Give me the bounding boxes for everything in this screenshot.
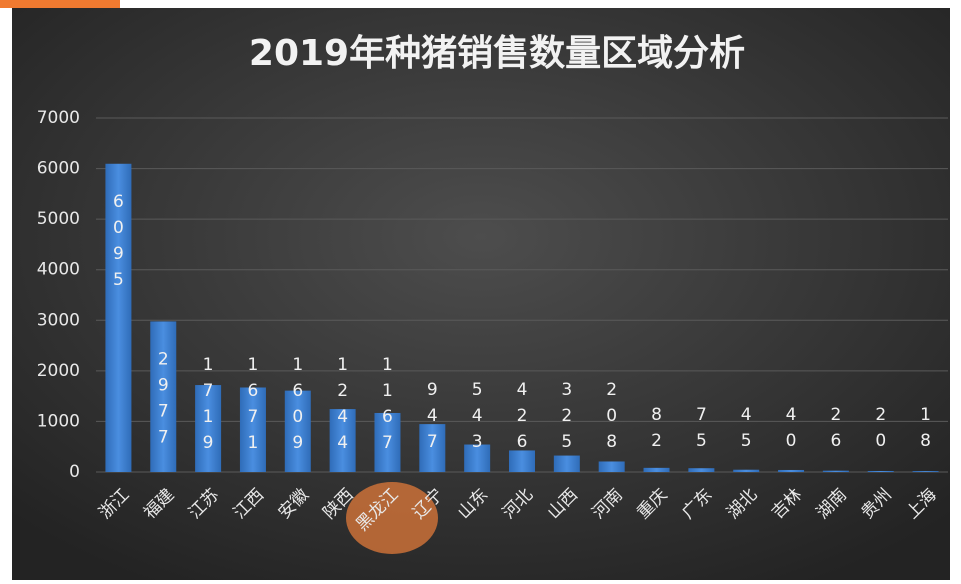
bar (688, 468, 715, 472)
bar (329, 409, 356, 472)
bar (195, 385, 222, 472)
bar (105, 163, 132, 472)
bar (912, 471, 939, 472)
data-label: 947 (422, 380, 442, 458)
data-label: 18 (916, 405, 936, 457)
background (12, 8, 950, 580)
bar (419, 424, 446, 472)
y-tick-label: 2000 (37, 361, 80, 381)
data-label: 26 (826, 405, 846, 457)
bar (150, 321, 177, 472)
data-label: 325 (557, 380, 577, 458)
bar (553, 455, 580, 472)
bar (239, 387, 266, 472)
data-label: 40 (781, 405, 801, 457)
bar (733, 469, 760, 472)
bar (778, 469, 805, 472)
tab (0, 0, 120, 8)
y-tick-label: 3000 (37, 310, 80, 330)
data-label: 2977 (153, 349, 173, 453)
data-label: 20 (871, 405, 891, 457)
data-label: 1244 (333, 355, 353, 459)
bar (374, 412, 401, 472)
data-label: 543 (467, 380, 487, 458)
data-label: 6095 (108, 192, 128, 296)
data-label: 426 (512, 380, 532, 458)
bar (284, 390, 311, 472)
bar (598, 461, 625, 472)
y-tick-label: 0 (69, 462, 80, 482)
bar (509, 450, 535, 472)
data-label: 82 (647, 405, 667, 457)
data-label: 1671 (243, 355, 263, 459)
y-tick-label: 5000 (37, 209, 80, 229)
data-label: 1609 (288, 355, 308, 459)
chart-title: 2019年种猪销售数量区域分析 (249, 33, 745, 74)
data-label: 1719 (198, 355, 218, 459)
highlight (346, 482, 438, 554)
y-tick-label: 4000 (37, 260, 80, 280)
y-tick-label: 1000 (37, 411, 80, 431)
y-tick-label: 6000 (37, 159, 80, 179)
data-label: 1167 (377, 355, 397, 459)
bar (822, 470, 849, 472)
bar (464, 444, 491, 472)
data-label: 208 (602, 380, 622, 458)
data-label: 45 (736, 405, 756, 457)
data-label: 75 (691, 405, 711, 457)
bar (867, 470, 894, 472)
y-tick-label: 7000 (37, 108, 80, 128)
bar (643, 467, 670, 472)
